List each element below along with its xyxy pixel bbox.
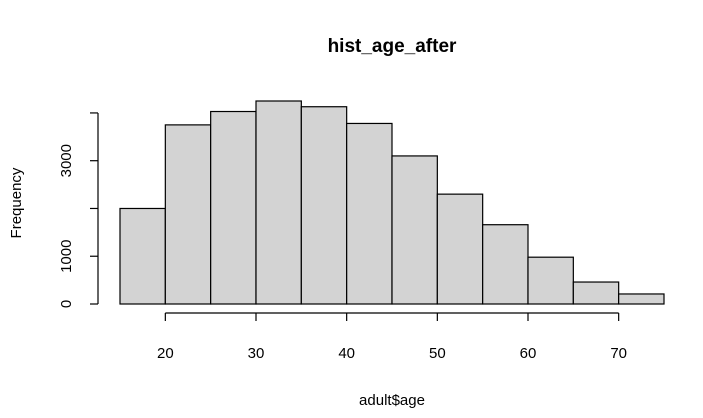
y-tick-label: 3000 [58, 144, 75, 177]
histogram-bar [210, 110, 257, 305]
x-tick-label: 70 [610, 345, 627, 362]
histogram-bar [164, 124, 212, 305]
x-tick-label: 20 [157, 345, 174, 362]
x-axis-label: adult$age [359, 392, 425, 409]
y-axis-label: Frequency [8, 167, 25, 238]
histogram-bar [391, 155, 438, 305]
histogram-bar [119, 207, 166, 305]
histogram-bar [618, 293, 665, 305]
y-tick-label: 1000 [58, 240, 75, 273]
y-tick-label: 0 [58, 300, 75, 308]
y-axis: 0 1000 3000 [58, 112, 99, 308]
x-tick-label: 30 [248, 345, 265, 362]
histogram-bar [527, 256, 574, 305]
x-tick-label: 50 [429, 345, 446, 362]
histogram-bar [346, 122, 393, 305]
x-axis: 20 30 40 50 60 70 [157, 312, 627, 362]
histogram-bar [255, 100, 302, 305]
bars-group [119, 100, 665, 305]
x-tick-label: 60 [520, 345, 537, 362]
histogram-bar [482, 224, 529, 305]
histogram-bar [572, 281, 620, 305]
histogram-bar [436, 193, 484, 305]
chart-title: hist_age_after [328, 36, 457, 57]
histogram-bar [300, 106, 348, 305]
x-tick-label: 40 [338, 345, 355, 362]
